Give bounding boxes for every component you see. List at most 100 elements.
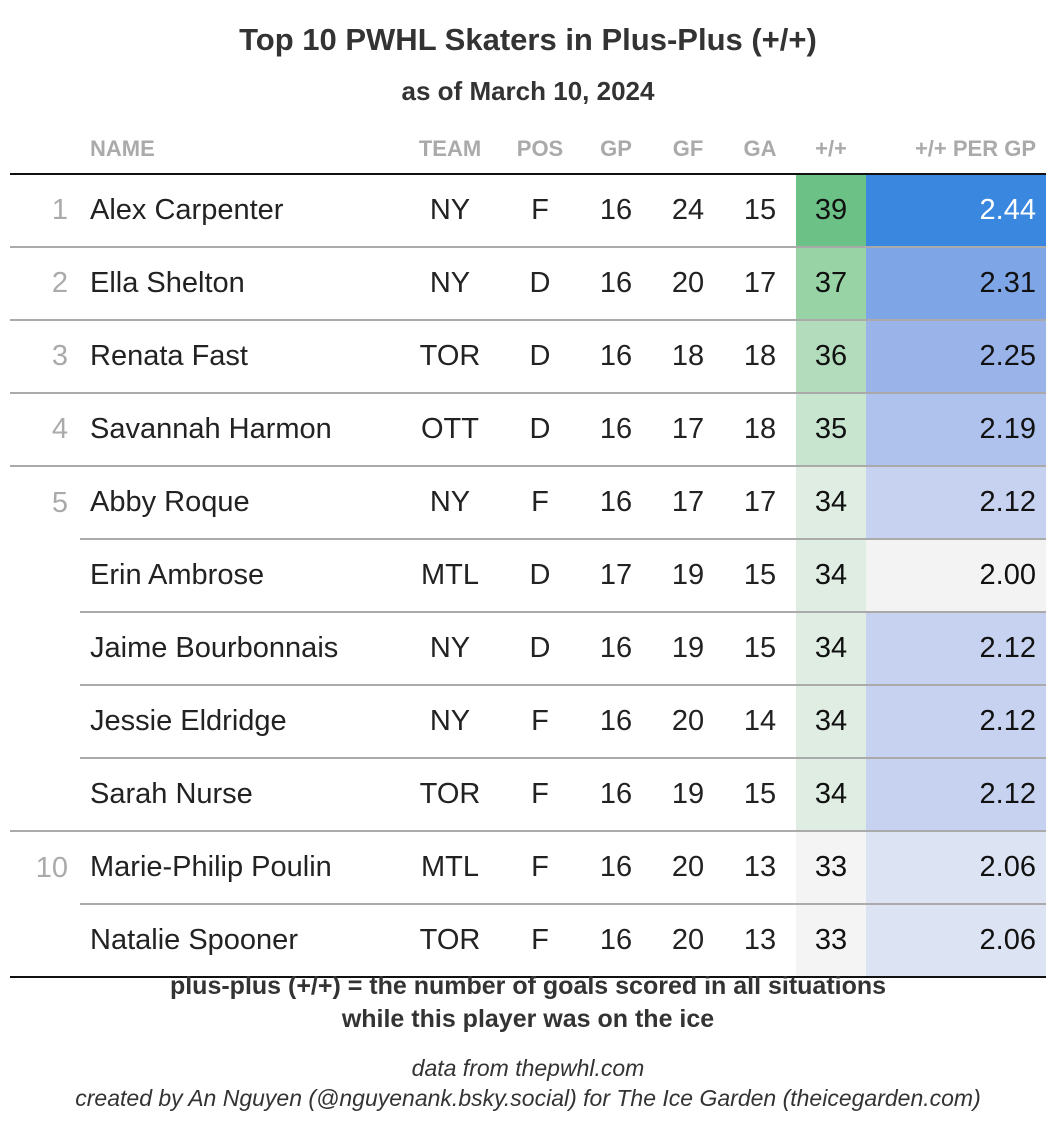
rank-cell: 1: [51, 194, 68, 226]
team-cell: NY: [400, 684, 500, 758]
gp-cell: 16: [580, 246, 652, 320]
ga-cell: 18: [724, 392, 796, 466]
team-cell: TOR: [400, 319, 500, 393]
gp-cell: 16: [580, 611, 652, 685]
table-row: 1 Alex Carpenter NY F 16 24 15 39 2.44: [10, 174, 1046, 247]
ga-cell: 13: [724, 903, 796, 978]
pos-cell: D: [500, 611, 580, 685]
table-row: Natalie Spooner TOR F 16 20 13 33 2.06: [10, 903, 1046, 978]
rank-cell: [10, 904, 80, 978]
table-row: 3 Renata Fast TOR D 16 18 18 36 2.25: [10, 319, 1046, 393]
plus-plus-cell: 36: [796, 319, 866, 393]
name-cell: Abby Roque: [80, 465, 400, 539]
pos-cell: F: [500, 903, 580, 978]
plus-plus-per-gp-cell: 2.00: [866, 538, 1046, 612]
team-cell: TOR: [400, 757, 500, 831]
plus-plus-per-gp-cell: 2.12: [866, 465, 1046, 539]
team-cell: MTL: [400, 830, 500, 904]
table-row: 5 Abby Roque NY F 16 17 17 34 2.12: [10, 465, 1046, 539]
rank-cell: [10, 758, 80, 831]
team-cell: NY: [429, 194, 471, 226]
plus-plus-cell: 34: [796, 538, 866, 612]
plus-plus-per-gp-cell: 2.12: [866, 611, 1046, 685]
rank-cell: 3: [10, 319, 80, 393]
plus-plus-cell: 34: [796, 611, 866, 685]
gf-cell: 17: [652, 465, 724, 539]
table-row: Jessie Eldridge NY F 16 20 14 34 2.12: [10, 684, 1046, 758]
col-header-plus-plus: +/+: [796, 125, 866, 175]
ga-cell: 17: [724, 246, 796, 320]
pos-cell: F: [500, 757, 580, 831]
gf-cell: 19: [652, 757, 724, 831]
table-row: Erin Ambrose MTL D 17 19 15 34 2.00: [10, 538, 1046, 612]
plus-plus-per-gp-cell: 2.06: [866, 830, 1046, 904]
pos-cell: D: [500, 319, 580, 393]
gf-cell: 20: [652, 684, 724, 758]
pos-cell: F: [500, 684, 580, 758]
gp-cell: 16: [580, 757, 652, 831]
gp-cell: 17: [580, 538, 652, 612]
plus-plus-per-gp-cell: 2.12: [866, 757, 1046, 831]
header-row: NAME TEAM POS GP GF GA +/+ +/+ PER GP: [10, 125, 1046, 175]
gp-cell: 16: [580, 684, 652, 758]
footnote-line: while this player was on the ice: [341, 1005, 715, 1033]
gf-cell: 20: [652, 830, 724, 904]
table-row: 4 Savannah Harmon OTT D 16 17 18 35 2.19: [10, 392, 1046, 466]
table-row: Jaime Bourbonnais NY D 16 19 15 34 2.12: [10, 611, 1046, 685]
col-header-plus-plus-per-gp: +/+ PER GP: [866, 125, 1046, 175]
rank-cell: 5: [10, 465, 80, 539]
gf-cell: 18: [652, 319, 724, 393]
plus-plus-per-gp-cell: 2.44: [866, 174, 1046, 247]
rank-cell: [10, 539, 80, 612]
plus-plus-per-gp-cell: 2.19: [866, 392, 1046, 466]
team-cell: TOR: [400, 903, 500, 978]
team-cell: MTL: [400, 538, 500, 612]
name-cell: Sarah Nurse: [80, 757, 400, 831]
team-cell: NY: [400, 611, 500, 685]
gp-cell: 16: [580, 465, 652, 539]
gf-cell: 17: [652, 392, 724, 466]
pos-cell: D: [500, 538, 580, 612]
source-line: data from thepwhl.com: [411, 1055, 645, 1081]
plus-plus-cell: 34: [796, 465, 866, 539]
col-header-name: NAME: [80, 125, 400, 175]
gf-cell: 20: [652, 246, 724, 320]
gf-cell: 19: [652, 538, 724, 612]
source-note: data from thepwhl.com created by An Nguy…: [0, 1053, 1056, 1113]
plus-plus-cell: 33: [796, 830, 866, 904]
gp-cell: 16: [580, 319, 652, 393]
gf-cell: 19: [652, 611, 724, 685]
gp-cell: 16: [580, 830, 652, 904]
plus-plus-cell: 37: [796, 246, 866, 320]
plus-plus-cell: 34: [796, 757, 866, 831]
plus-plus-cell: 34: [796, 684, 866, 758]
team-cell: NY: [400, 465, 500, 539]
chart-subtitle: as of March 10, 2024: [401, 76, 655, 106]
team-cell: OTT: [400, 392, 500, 466]
ga-cell: 15: [724, 757, 796, 831]
gf-cell: 24: [671, 194, 705, 226]
plus-plus-cell: 39: [796, 174, 866, 247]
rank-cell: [10, 685, 80, 758]
col-header-ga: GA: [724, 125, 796, 175]
ga-cell: 15: [743, 194, 777, 226]
plus-plus-per-gp-cell: 2.06: [866, 903, 1046, 978]
plus-plus-cell: 35: [796, 392, 866, 466]
pos-cell: F: [500, 465, 580, 539]
plus-plus-cell: 33: [796, 903, 866, 978]
pos-cell: D: [500, 246, 580, 320]
table-row: 10 Marie-Philip Poulin MTL F 16 20 13 33 2.06: [10, 830, 1046, 904]
credit-line: created by An Nguyen (@nguyenank.bsky.so…: [75, 1085, 981, 1111]
name-cell: Jaime Bourbonnais: [80, 611, 400, 685]
footnote: plus-plus (+/+) = the number of goals sc…: [0, 970, 1056, 1036]
pos-cell: D: [500, 392, 580, 466]
ga-cell: 18: [724, 319, 796, 393]
name-cell: Erin Ambrose: [80, 538, 400, 612]
ga-cell: 15: [724, 611, 796, 685]
name-cell: Jessie Eldridge: [80, 684, 400, 758]
name-cell: Marie-Philip Poulin: [80, 830, 400, 904]
ga-cell: 13: [724, 830, 796, 904]
rank-cell: [10, 612, 80, 685]
ga-cell: 14: [724, 684, 796, 758]
skaters-table: NAME TEAM POS GP GF GA +/+ +/+ PER GP 1 A…: [10, 125, 1046, 978]
